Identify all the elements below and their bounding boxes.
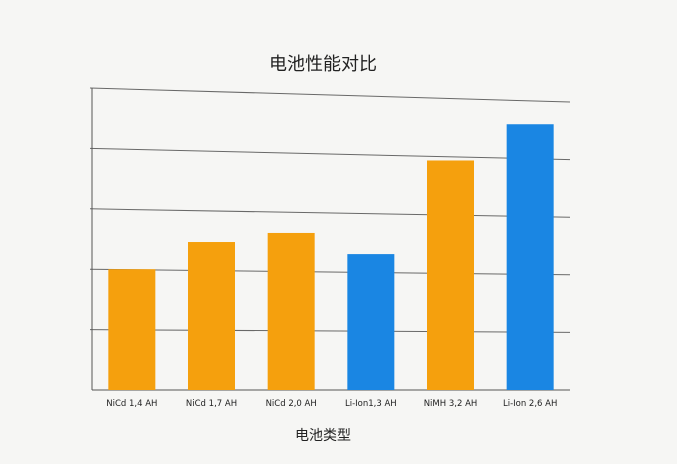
bar bbox=[108, 269, 156, 390]
bar bbox=[347, 254, 395, 390]
gridlines bbox=[89, 87, 571, 333]
x-tick-label: NiCd 2,0 AH bbox=[266, 399, 317, 409]
chart-title: 电池性能对比 bbox=[269, 54, 377, 75]
gridline bbox=[89, 147, 571, 161]
x-tick-label: NiCd 1,7 AH bbox=[186, 399, 237, 409]
bar bbox=[267, 232, 315, 390]
x-axis-label: 电池类型 bbox=[295, 428, 351, 444]
gridline bbox=[89, 87, 571, 103]
x-tick-label: Li-Ion 2,6 AH bbox=[503, 399, 557, 409]
x-tick-labels: NiCd 1,4 AH NiCd 1,7 AH NiCd 2,0 AH Li-Ion1… bbox=[106, 399, 557, 409]
bar bbox=[506, 124, 554, 391]
gridline bbox=[89, 329, 571, 333]
axes bbox=[91, 88, 570, 391]
gridline bbox=[89, 268, 571, 276]
bars bbox=[108, 124, 554, 391]
bar bbox=[427, 160, 474, 390]
x-tick-label: Li-Ion1,3 AH bbox=[345, 399, 397, 409]
x-tick-label: NiCd 1,4 AH bbox=[106, 399, 157, 409]
bar bbox=[188, 242, 235, 390]
gridline bbox=[89, 208, 571, 218]
x-tick-label: NiMH 3,2 AH bbox=[424, 399, 478, 409]
